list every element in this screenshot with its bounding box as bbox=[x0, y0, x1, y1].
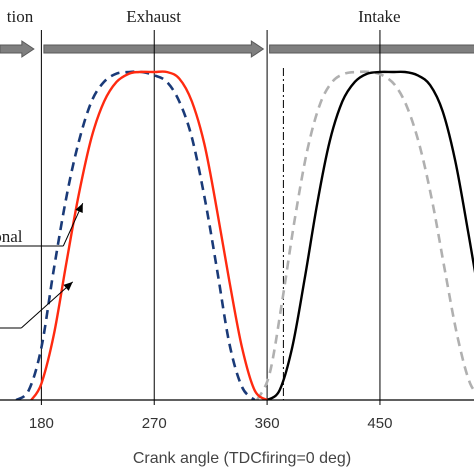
series-intake-dashed bbox=[255, 70, 474, 400]
phase-label-1: Exhaust bbox=[126, 7, 181, 26]
series-exhaust-solid bbox=[30, 70, 268, 400]
annotation-label-0: ntional bbox=[0, 227, 23, 246]
annotation-arrowhead-0 bbox=[75, 203, 83, 213]
phase-arrow-1 bbox=[43, 40, 265, 58]
x-axis-label: Crank angle (TDCfiring=0 deg) bbox=[133, 450, 351, 467]
x-tick-label-450: 450 bbox=[367, 415, 392, 432]
annotation-arrowhead-1 bbox=[63, 281, 73, 291]
annotations: ntionaltor bbox=[0, 202, 84, 329]
phase-arrows: tionExhaustIntakeCom bbox=[0, 7, 474, 58]
phase-divider-lines bbox=[40, 30, 381, 400]
x-ticks: 180270360450540 bbox=[29, 400, 392, 432]
phase-label-0: tion bbox=[7, 7, 34, 26]
series-exhaust-dashed bbox=[15, 70, 256, 400]
x-tick-label-270: 270 bbox=[142, 415, 167, 432]
phase-arrow-0 bbox=[0, 40, 35, 58]
annotation-leader-1 bbox=[20, 281, 74, 329]
x-tick-label-180: 180 bbox=[29, 415, 54, 432]
phase-label-2: Intake bbox=[358, 7, 400, 26]
x-tick-label-360: 360 bbox=[255, 415, 280, 432]
phase-arrow-2 bbox=[269, 44, 474, 54]
series-intake-solid bbox=[266, 70, 474, 400]
lift-curves bbox=[15, 70, 474, 400]
